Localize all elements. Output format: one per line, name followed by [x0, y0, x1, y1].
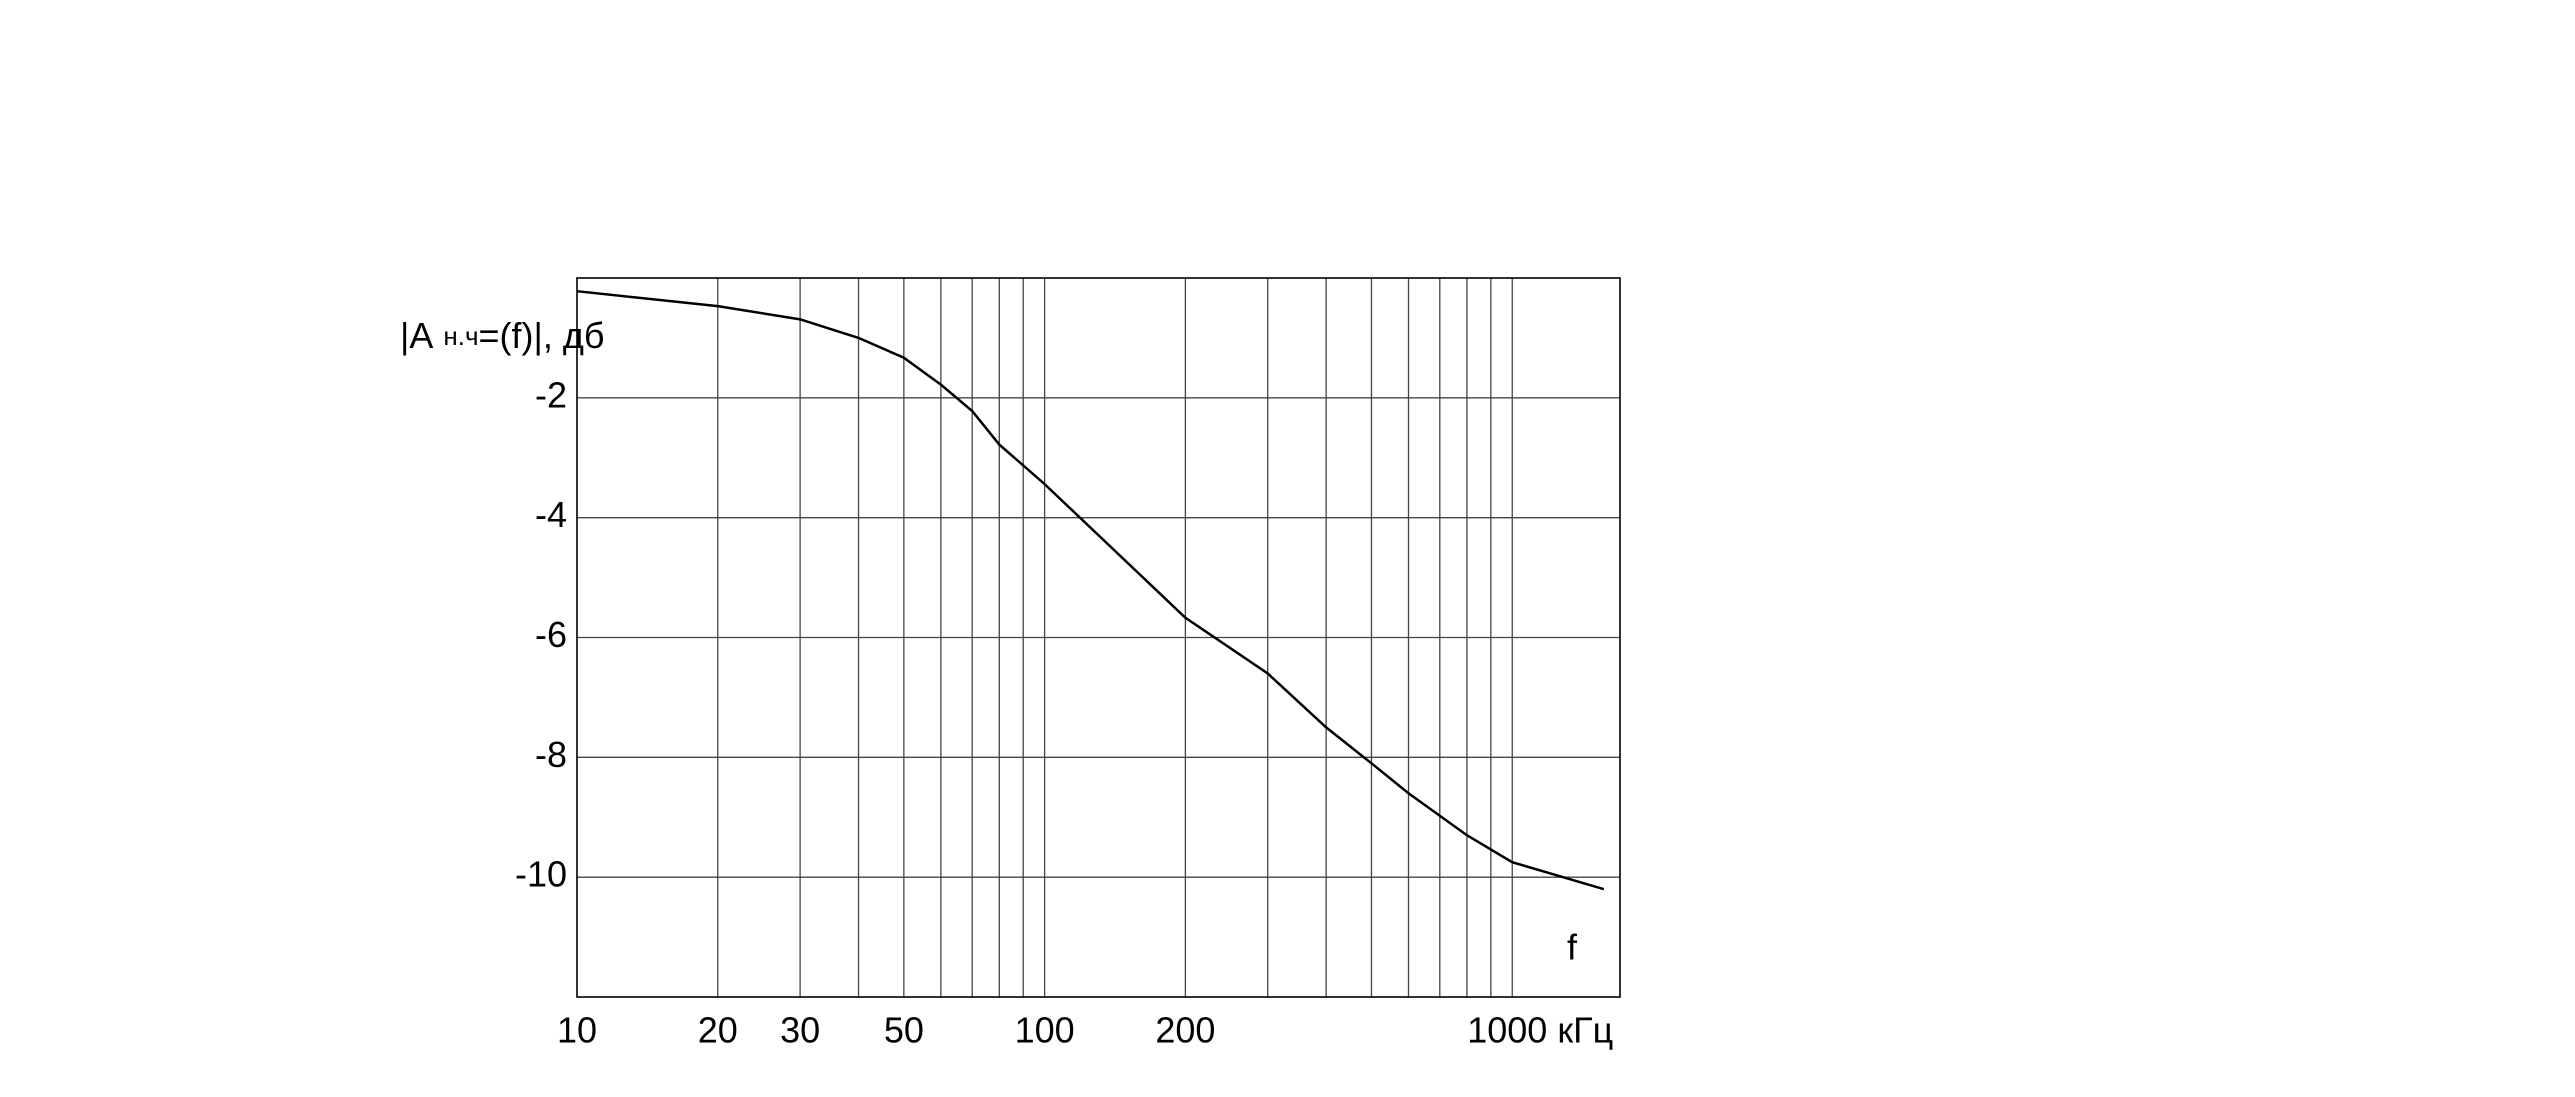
y-tick-label: -10 [515, 854, 567, 895]
y-label-rest: =(f)|, дб [479, 315, 605, 356]
plot-frame [576, 277, 1621, 998]
y-tick-label: -6 [535, 614, 567, 655]
x-tick-label: 1000 кГц [1467, 1010, 1613, 1051]
x-tick-label: 100 [1015, 1010, 1075, 1051]
annotation: f [1567, 927, 1578, 968]
x-tick-label: 10 [557, 1010, 597, 1051]
x-tick-label: 30 [780, 1010, 820, 1051]
y-tick-label: -2 [535, 374, 567, 415]
curve [576, 289, 1605, 891]
y-axis-label: |A н.ч=(f)|, дб [400, 315, 605, 356]
y-tick-label: -8 [535, 734, 567, 775]
y-label-sub: н.ч [443, 321, 478, 351]
x-tick-label: 50 [884, 1010, 924, 1051]
x-tick-label: 20 [698, 1010, 738, 1051]
y-tick-label: -4 [535, 494, 567, 535]
y-label-main: |A [400, 315, 433, 356]
x-tick-label: 200 [1155, 1010, 1215, 1051]
